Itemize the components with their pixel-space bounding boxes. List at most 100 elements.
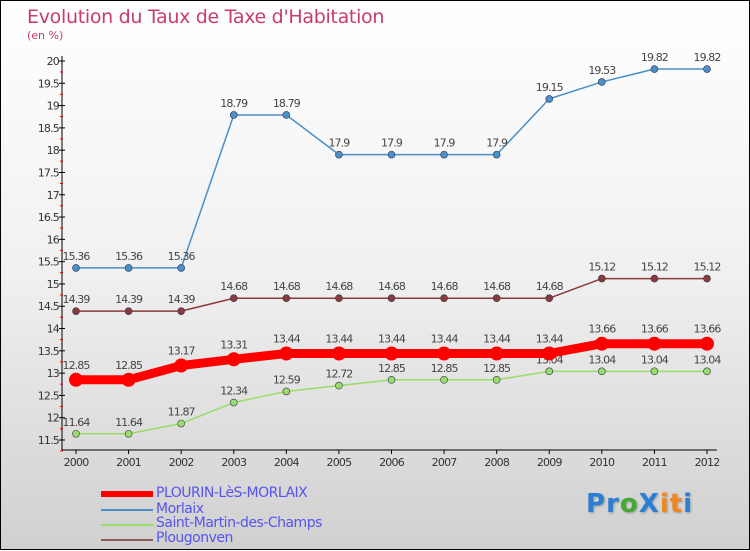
data-point — [177, 307, 185, 315]
data-label: 13.66 — [641, 323, 669, 336]
legend-label: PLOURIN-LèS-MORLAIX — [156, 485, 308, 501]
data-label: 14.68 — [325, 280, 353, 293]
x-tick-label: 2000 — [64, 456, 90, 469]
data-label: 14.68 — [220, 280, 248, 293]
data-point — [335, 150, 343, 159]
data-point — [177, 419, 185, 428]
x-tick-label: 2004 — [274, 456, 300, 469]
y-tick-label: 13.5 — [38, 345, 60, 358]
data-label: 13.17 — [168, 345, 196, 358]
data-label: 13.44 — [273, 332, 301, 345]
data-label: 14.68 — [431, 280, 459, 293]
data-label: 13.31 — [220, 338, 247, 351]
y-tick-label: 15.5 — [38, 256, 60, 269]
data-point — [69, 372, 83, 387]
data-point — [598, 78, 606, 86]
data-point — [650, 65, 659, 73]
data-point — [387, 150, 396, 159]
data-label: 13.04 — [588, 353, 616, 366]
data-point — [437, 346, 452, 361]
y-tick-label: 14 — [47, 323, 60, 336]
data-point — [598, 367, 606, 376]
data-label: 11.64 — [115, 416, 143, 429]
proxiti-logo: ProXiti — [586, 489, 694, 519]
data-point — [282, 294, 291, 303]
data-label: 18.79 — [273, 97, 301, 110]
data-point — [545, 367, 554, 376]
data-label: 13.44 — [325, 332, 353, 345]
data-point — [703, 274, 711, 283]
data-label: 12.72 — [325, 368, 352, 381]
data-point — [229, 111, 238, 119]
x-tick-label: 2002 — [169, 456, 194, 469]
legend-swatch — [101, 539, 153, 541]
y-tick-label: 15 — [47, 278, 60, 291]
data-label: 14.68 — [273, 280, 301, 293]
data-point — [72, 264, 80, 272]
data-label: 12.34 — [220, 385, 248, 398]
data-point — [650, 367, 659, 376]
data-label: 17.9 — [486, 137, 508, 150]
data-point — [492, 150, 501, 159]
data-label: 12.85 — [63, 359, 91, 372]
data-point — [647, 336, 662, 351]
data-label: 13.44 — [378, 332, 406, 345]
series-line-morlaix — [76, 68, 707, 269]
y-tick-label: 13 — [47, 367, 60, 380]
data-point — [703, 65, 711, 73]
data-point — [387, 294, 396, 303]
data-point — [177, 264, 185, 272]
x-tick-label: 2009 — [537, 456, 563, 469]
legend-swatch — [101, 509, 153, 511]
data-label: 14.68 — [378, 280, 406, 293]
data-label: 12.59 — [273, 373, 301, 386]
data-point — [335, 294, 343, 303]
y-tick-label: 17 — [47, 189, 60, 202]
chart-subtitle: (en %) — [27, 29, 64, 42]
data-label: 12.85 — [431, 362, 459, 375]
x-tick-label: 2008 — [484, 456, 510, 469]
data-point — [440, 150, 448, 159]
data-point — [229, 294, 238, 303]
data-point — [594, 336, 609, 351]
y-tick-label: 11.5 — [38, 434, 60, 447]
data-point — [282, 111, 291, 119]
y-tick-label: 12.5 — [38, 389, 60, 402]
data-label: 17.9 — [328, 137, 350, 150]
data-point — [124, 264, 133, 272]
data-label: 19.82 — [641, 51, 668, 64]
data-point — [650, 274, 659, 283]
data-label: 12.85 — [483, 362, 511, 375]
data-label: 13.04 — [694, 353, 722, 366]
data-label: 14.39 — [115, 293, 143, 306]
data-label: 14.68 — [483, 280, 511, 293]
x-tick-label: 2011 — [642, 456, 667, 469]
data-point — [229, 398, 238, 407]
data-label: 15.12 — [641, 261, 668, 274]
data-label: 13.44 — [431, 332, 459, 345]
x-tick-label: 2012 — [695, 456, 720, 469]
data-label: 13.44 — [483, 332, 511, 345]
data-point — [542, 346, 557, 361]
data-label: 14.68 — [536, 280, 564, 293]
data-label: 15.36 — [168, 250, 196, 263]
y-tick-label: 12 — [47, 412, 59, 425]
data-label: 13.04 — [641, 353, 669, 366]
y-tick-label: 18.5 — [38, 122, 60, 135]
data-point — [440, 294, 448, 303]
data-point — [72, 429, 80, 438]
x-tick-label: 2001 — [116, 456, 141, 469]
y-tick-label: 19.5 — [38, 77, 60, 90]
data-point — [279, 346, 294, 361]
chart-title: Evolution du Taux de Taxe d'Habitation — [27, 6, 385, 28]
data-point — [598, 274, 606, 283]
data-point — [545, 294, 554, 303]
data-point — [226, 352, 241, 367]
data-point — [282, 387, 291, 396]
data-label: 11.64 — [63, 416, 91, 429]
y-tick-label: 17.5 — [38, 166, 60, 179]
data-point — [492, 376, 501, 384]
data-label: 13.44 — [536, 332, 564, 345]
legend-label: Saint-Martin-des-Champs — [156, 515, 322, 531]
data-label: 13.66 — [694, 323, 722, 336]
